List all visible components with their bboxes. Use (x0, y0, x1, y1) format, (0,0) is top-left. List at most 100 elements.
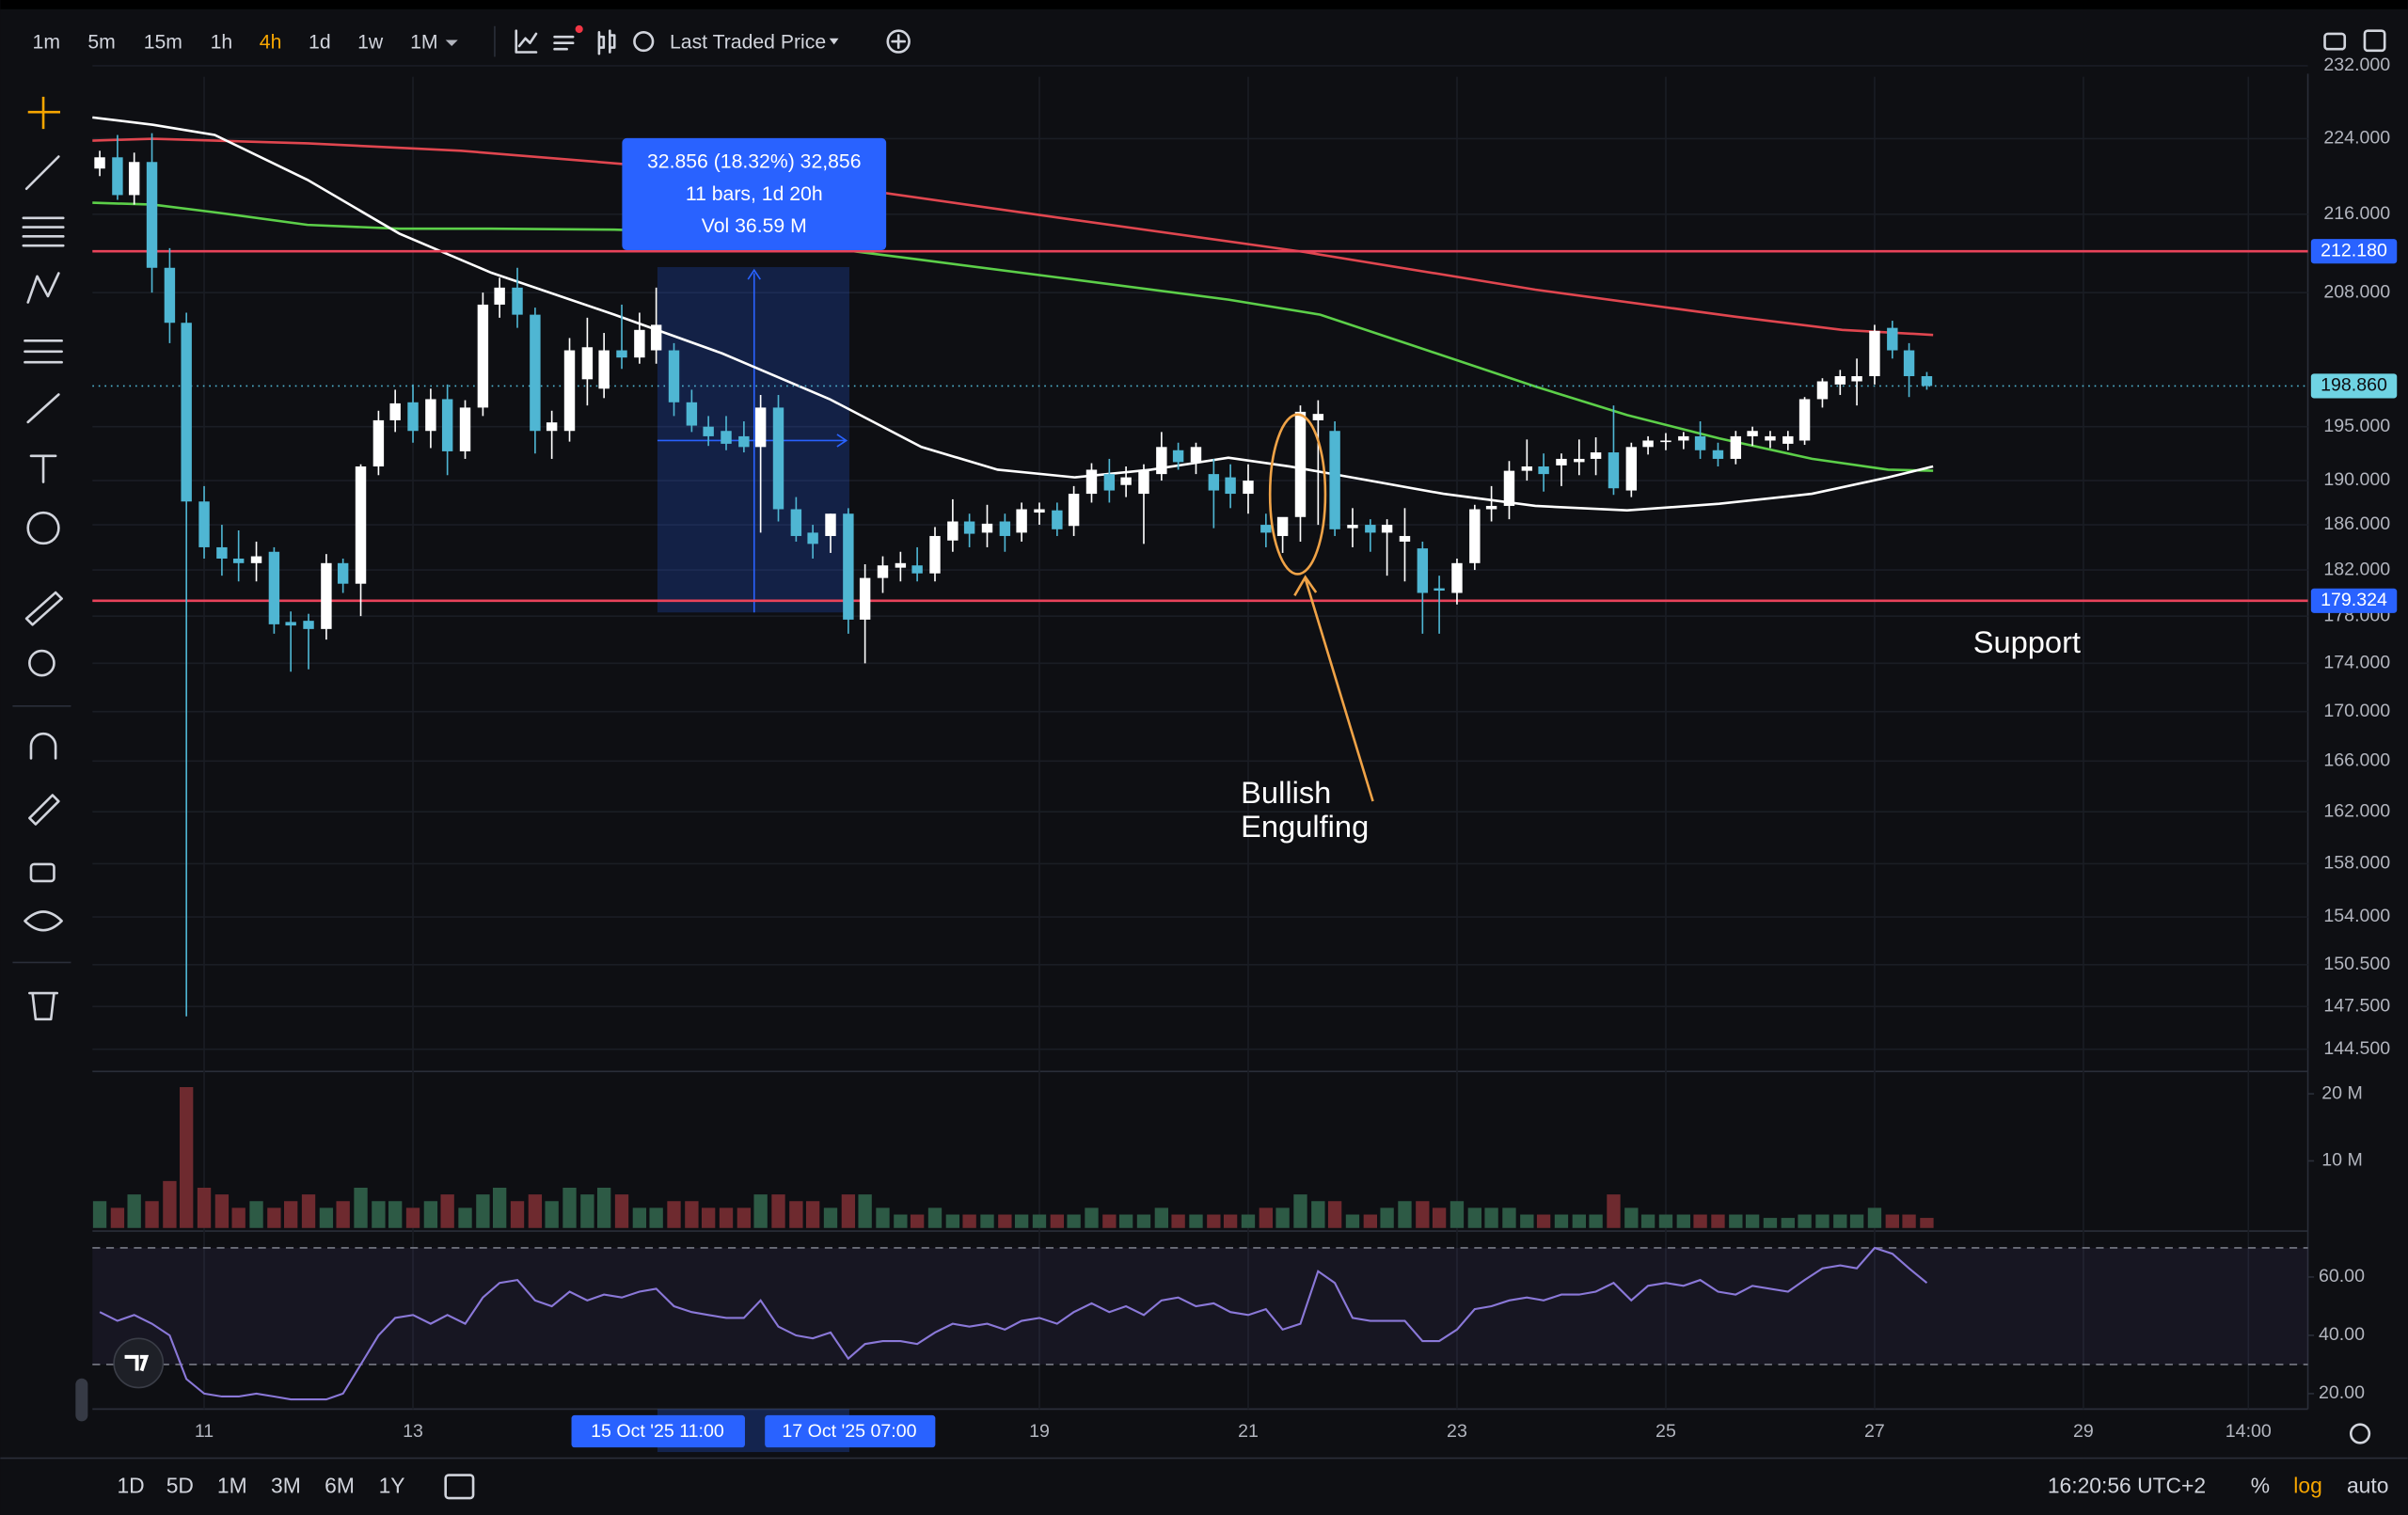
candle-body (1608, 452, 1620, 489)
range-button[interactable]: 1M (217, 1474, 247, 1498)
volume-bar (1050, 1214, 1065, 1228)
candle-body (1851, 375, 1862, 382)
timeframe[interactable]: 1h (211, 31, 233, 53)
timeframe[interactable]: 1M (410, 31, 437, 53)
ruler-tool[interactable] (24, 591, 63, 626)
measure-label: 32.856 (18.32%) 32,856 11 bars, 1d 20h V… (622, 137, 887, 251)
range-button[interactable]: 1D (117, 1474, 144, 1498)
volume-bar (110, 1207, 125, 1228)
brush-tool[interactable] (26, 393, 60, 424)
timeframe[interactable]: 15m (144, 31, 182, 53)
x-tick-label: 21 (1238, 1421, 1259, 1442)
candle-body (94, 157, 105, 169)
volume-bar (249, 1201, 263, 1228)
candle-body (947, 521, 958, 541)
candle-body (1399, 535, 1411, 542)
scale-option[interactable]: log (2293, 1474, 2321, 1498)
x-tick-label: 27 (1864, 1421, 1885, 1442)
candle-body (1694, 435, 1706, 450)
range-button[interactable]: 5D (166, 1474, 194, 1498)
volume-bar (1502, 1207, 1516, 1228)
candle-body (1068, 494, 1080, 527)
timeframe[interactable]: 1m (33, 31, 60, 53)
candle-body (285, 622, 296, 626)
timeframe[interactable]: 5m (87, 31, 115, 53)
volume-bar (685, 1201, 699, 1228)
candle-body (581, 347, 594, 380)
lock-tool[interactable] (29, 862, 55, 883)
candle-body (1503, 470, 1515, 506)
delete-tool[interactable] (28, 991, 59, 1021)
fib-tool[interactable] (22, 216, 65, 247)
timeframe[interactable]: 1w (357, 31, 384, 53)
y-tick-label: 186.000 (2323, 513, 2390, 534)
volume-bar (1275, 1207, 1290, 1228)
projection-tool[interactable] (24, 339, 63, 364)
fullscreen-icon[interactable] (2363, 29, 2386, 53)
candle-body (634, 329, 645, 358)
volume-bar (528, 1194, 543, 1228)
pattern-tool[interactable] (26, 272, 60, 304)
add-icon[interactable] (891, 34, 907, 49)
emoji-tool[interactable] (26, 511, 60, 545)
draw-mode-tool[interactable] (28, 794, 60, 826)
volume-bar (458, 1207, 472, 1228)
volume-bar (92, 1201, 107, 1228)
volume-bar (1207, 1214, 1221, 1228)
volume-bar (841, 1194, 856, 1228)
timeframe[interactable]: 1d (309, 31, 331, 53)
volume-bar (1085, 1207, 1099, 1228)
candle-body (772, 407, 784, 510)
collapse-handle[interactable] (75, 1378, 88, 1422)
candle-body (1016, 509, 1027, 533)
add-icon[interactable] (886, 29, 911, 54)
candle-body (1816, 381, 1829, 400)
chart-type-icon[interactable] (597, 29, 616, 55)
candle-body (1869, 330, 1880, 376)
indicator-icon[interactable] (515, 29, 538, 54)
level-label: 212.180 (2321, 240, 2387, 260)
candle-body (1521, 466, 1533, 471)
measure-text: Vol 36.59 M (702, 215, 807, 237)
dropdown-icon[interactable] (445, 39, 458, 46)
crosshair-tool[interactable] (27, 96, 60, 130)
scale-option[interactable]: % (2251, 1474, 2270, 1498)
text-tool[interactable] (29, 454, 57, 483)
rsi-tick-label: 60.00 (2319, 1266, 2365, 1286)
volume-bar (910, 1214, 925, 1228)
indicators-icon[interactable] (553, 35, 575, 51)
x-tick-label: 23 (1447, 1421, 1467, 1442)
candle-body (1052, 510, 1063, 529)
price-source[interactable]: Last Traded Price (670, 31, 826, 53)
candle-body (895, 562, 907, 568)
settings-icon[interactable] (633, 30, 655, 53)
range-button[interactable]: 1Y (379, 1474, 405, 1498)
visibility-tool[interactable] (24, 910, 63, 932)
magnet-tool[interactable] (29, 732, 57, 760)
date-range-icon[interactable] (444, 1474, 475, 1500)
trendline-tool[interactable] (24, 155, 60, 191)
volume-bar (596, 1187, 611, 1228)
volume-bar (1536, 1214, 1551, 1228)
volume-bar (1154, 1207, 1169, 1228)
zoom-tool[interactable] (28, 649, 55, 677)
range-button[interactable]: 6M (325, 1474, 355, 1498)
volume-bar (1693, 1214, 1707, 1228)
candle-body (1451, 562, 1463, 593)
camera-icon[interactable] (2323, 32, 2347, 51)
grid (92, 65, 2308, 1410)
axis-settings-icon[interactable] (2349, 1423, 2371, 1444)
volume-bar (1849, 1214, 1864, 1228)
candle-body (650, 324, 662, 351)
volume-bar (1327, 1201, 1342, 1228)
candle-body (668, 350, 680, 402)
scale-option[interactable]: auto (2347, 1474, 2388, 1498)
dropdown-icon[interactable] (829, 38, 839, 45)
candle-body (1276, 516, 1289, 536)
candle-body (1329, 431, 1340, 529)
candle-body (1765, 435, 1776, 441)
range-button[interactable]: 3M (271, 1474, 301, 1498)
candle-body (1921, 375, 1933, 387)
volume-bar (789, 1201, 803, 1228)
timeframe[interactable]: 4h (260, 31, 282, 53)
